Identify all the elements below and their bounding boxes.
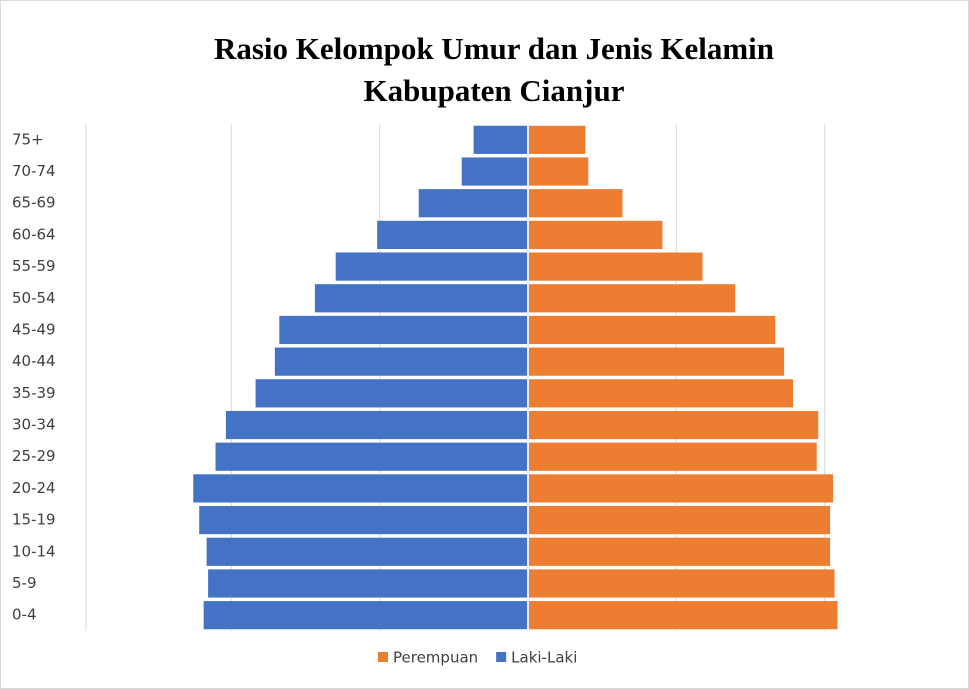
y-tick-label: 65-69 (12, 194, 56, 212)
chart-title: Rasio Kelompok Umur dan Jenis Kelamin (214, 31, 774, 66)
bar (529, 125, 586, 154)
y-tick-label: 30-34 (12, 416, 56, 434)
bar (279, 315, 527, 345)
y-tick-label: 20-24 (12, 479, 56, 497)
legend-swatch (496, 652, 507, 662)
bar (529, 601, 838, 630)
bar (529, 157, 589, 186)
y-tick-label: 0-4 (12, 606, 37, 624)
bar (274, 347, 527, 376)
bar (529, 474, 834, 503)
bar (206, 537, 528, 566)
bar (529, 379, 794, 408)
y-tick-label: 45-49 (12, 320, 56, 338)
bar (529, 252, 703, 281)
bar (335, 252, 527, 281)
y-tick-label: 10-14 (12, 542, 56, 560)
bar (418, 189, 527, 218)
y-tick-label: 60-64 (12, 225, 56, 243)
y-tick-label: 25-29 (12, 447, 56, 465)
bar (255, 379, 527, 408)
bar (529, 569, 835, 598)
legend-label: Perempuan (393, 649, 478, 667)
bar (377, 220, 527, 249)
bar (215, 442, 527, 471)
legend-swatch (378, 652, 388, 662)
bar (203, 601, 527, 630)
y-tick-label: 40-44 (12, 352, 56, 370)
bar (193, 474, 528, 503)
bar (529, 442, 817, 471)
y-tick-label: 5-9 (12, 574, 37, 592)
chart-title: Kabupaten Cianjur (364, 73, 625, 108)
bar (529, 284, 736, 313)
bar (529, 506, 831, 535)
y-tick-label: 70-74 (12, 162, 56, 180)
bar (314, 284, 527, 313)
bar (225, 410, 527, 440)
bar (529, 537, 831, 566)
bar (208, 569, 528, 598)
bar (199, 506, 527, 535)
y-tick-label: 35-39 (12, 384, 56, 402)
y-tick-label: 55-59 (12, 257, 56, 275)
bar (529, 189, 623, 218)
bar (529, 315, 776, 345)
y-tick-label: 75+ (12, 130, 44, 148)
bar (473, 125, 527, 154)
bar (529, 220, 663, 249)
y-tick-label: 15-19 (12, 511, 56, 529)
y-tick-label: 50-54 (12, 289, 56, 307)
bar (529, 410, 819, 440)
bar (461, 157, 527, 186)
legend-label: Laki-Laki (511, 649, 577, 667)
bar (529, 347, 785, 376)
